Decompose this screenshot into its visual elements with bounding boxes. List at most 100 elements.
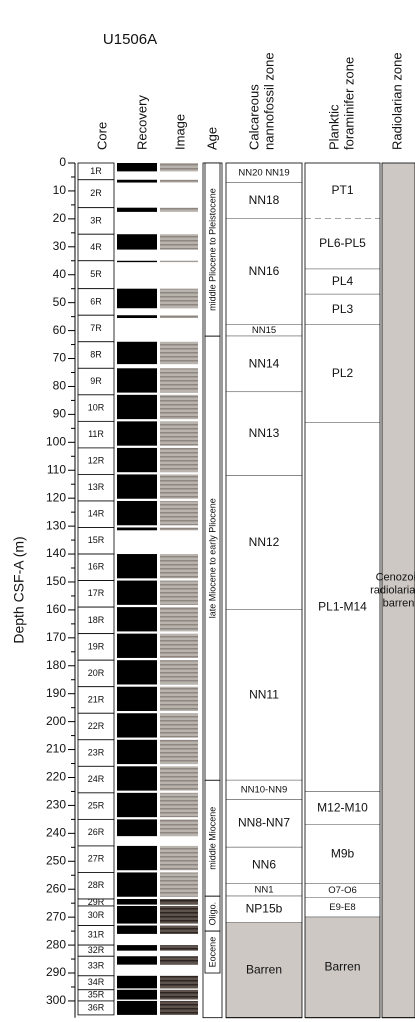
tick-label: 250 <box>46 853 66 867</box>
tick-label: 290 <box>46 965 66 979</box>
core-box <box>77 500 115 528</box>
tick-label: 150 <box>46 574 66 588</box>
core-image <box>160 368 198 393</box>
zone-box <box>305 897 380 918</box>
column-header: Radiolarian zone <box>389 52 404 150</box>
recovery-bar <box>117 792 157 818</box>
core-image <box>160 945 198 951</box>
core-image <box>160 792 198 818</box>
core-box <box>77 527 115 555</box>
tick-label: 100 <box>46 434 66 448</box>
zone-label: NN16 <box>249 264 280 278</box>
core-image <box>160 989 198 1000</box>
zone-label: PT1 <box>331 183 353 197</box>
core-label: 5R <box>90 269 102 279</box>
recovery-bar <box>117 394 157 420</box>
recovery-bar <box>117 872 157 897</box>
core-box <box>77 712 115 741</box>
recovery-bar <box>117 898 157 905</box>
zone-label: M9b <box>331 846 355 860</box>
zone-label: E9-E8 <box>329 902 355 913</box>
zone-box <box>226 392 302 476</box>
recovery-bar <box>117 766 157 791</box>
recovery-bar <box>117 368 157 393</box>
core-label: 14R <box>88 509 105 519</box>
recovery-bar <box>117 163 157 172</box>
core-label: 9R <box>90 376 102 386</box>
core-image <box>160 925 198 934</box>
core-image <box>160 341 198 365</box>
core-box <box>77 818 115 847</box>
recovery-bar <box>117 686 157 712</box>
core-label: 24R <box>88 774 105 784</box>
core-image <box>160 288 198 309</box>
zone-label: barren <box>383 597 415 609</box>
column-header: Image <box>172 114 187 150</box>
core-image <box>160 315 198 319</box>
recovery-bar <box>117 447 157 473</box>
core-image <box>160 474 198 499</box>
core-label: 29R <box>88 897 105 907</box>
core-box <box>77 367 115 396</box>
core-image <box>160 739 198 765</box>
core-label: 16R <box>88 562 105 572</box>
core-image <box>160 975 198 989</box>
recovery-bar <box>117 989 157 1000</box>
recovery-bar <box>117 580 157 605</box>
recovery-bar <box>117 945 157 951</box>
zone-box <box>305 325 380 423</box>
tick-label: 90 <box>53 407 67 421</box>
core-label: 10R <box>88 402 105 412</box>
core-label: 7R <box>90 323 102 333</box>
zone-box <box>305 422 380 792</box>
core-image <box>160 898 198 905</box>
core-label: 15R <box>88 535 105 545</box>
zone-box <box>305 294 380 326</box>
recovery-bar <box>117 500 157 526</box>
core-box <box>77 553 115 581</box>
core-box <box>77 792 115 820</box>
zone-box <box>226 896 302 923</box>
tick-label: 240 <box>46 826 66 840</box>
zone-box <box>305 824 380 884</box>
core-image <box>160 580 198 605</box>
recovery-bar <box>117 819 157 837</box>
zone-label: NN12 <box>249 535 280 549</box>
tick-label: 300 <box>46 993 66 1007</box>
core-label: 30R <box>88 910 105 920</box>
core-label: 28R <box>88 880 105 890</box>
age-label: Eocene <box>207 937 217 968</box>
core-image <box>160 766 198 791</box>
zone-label: M12-M10 <box>317 800 368 814</box>
tick-label: 180 <box>46 658 66 672</box>
core-image <box>160 905 198 924</box>
zone-box <box>226 325 302 337</box>
core-label: 22R <box>88 721 105 731</box>
tick-label: 140 <box>46 546 66 560</box>
core-label: 23R <box>88 747 105 757</box>
recovery-bar <box>117 207 157 212</box>
zone-label: Barren <box>246 962 282 976</box>
zone-box <box>226 799 302 848</box>
zone-label: PL1-M14 <box>318 599 367 613</box>
zone-box <box>226 847 302 884</box>
recovery-bar <box>117 713 157 738</box>
core-label: 35R <box>88 990 105 1000</box>
core-image <box>160 845 198 871</box>
core-image <box>160 633 198 658</box>
tick-label: 0 <box>59 155 66 169</box>
recovery-bar <box>117 341 157 365</box>
core-image <box>160 260 198 263</box>
zone-label: Cenozoic <box>376 571 415 583</box>
core-label: 33R <box>88 960 105 970</box>
core-label: 4R <box>90 242 102 252</box>
core-label: 25R <box>88 800 105 810</box>
recovery-bar <box>117 956 157 965</box>
column-header: Recovery <box>134 95 149 150</box>
core-image <box>160 179 198 183</box>
zone-label: Barren <box>324 960 360 974</box>
core-box <box>77 314 115 343</box>
core-box <box>77 341 115 369</box>
tick-label: 70 <box>53 351 67 365</box>
core-box <box>77 474 115 502</box>
